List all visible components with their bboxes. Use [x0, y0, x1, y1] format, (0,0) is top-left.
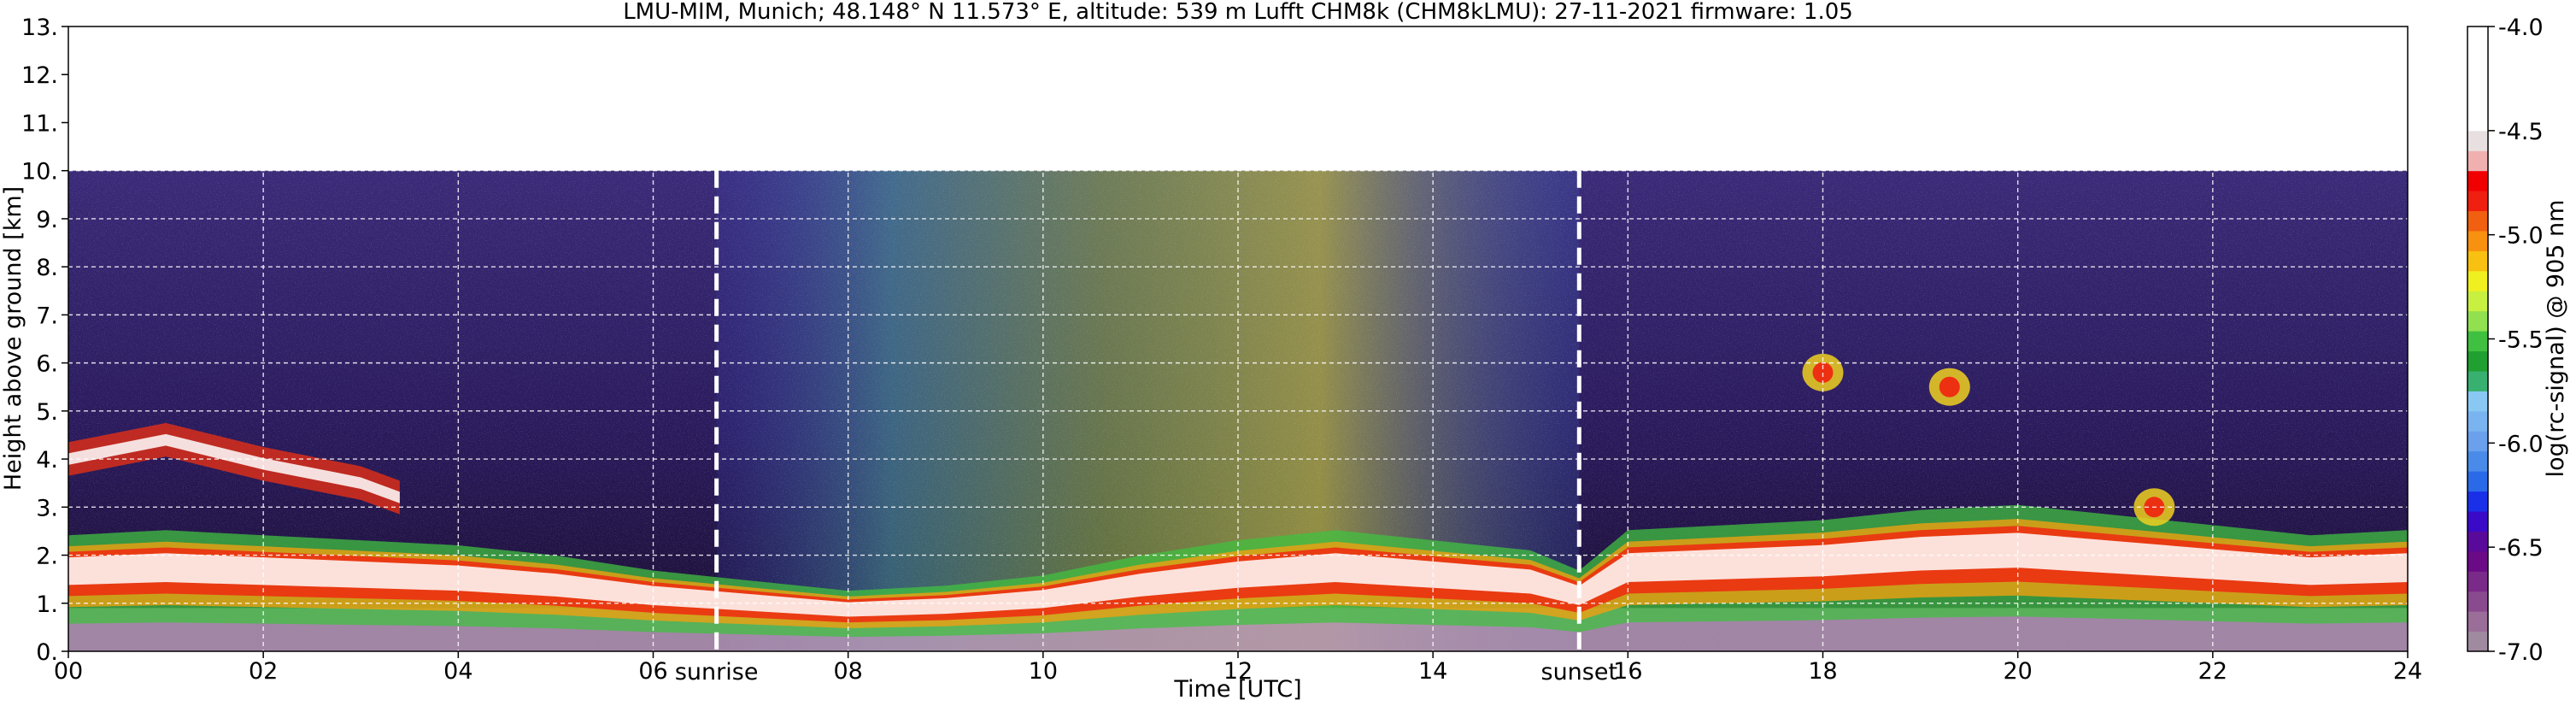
y-tick-label: 13.: [21, 15, 58, 41]
colorbar-swatch: [2467, 310, 2488, 332]
x-tick-label: 24: [2393, 658, 2422, 685]
colorbar-swatch: [2467, 210, 2488, 232]
colorbar-swatch: [2467, 591, 2488, 612]
colorbar-swatch: [2467, 130, 2488, 151]
colorbar-swatch: [2467, 191, 2488, 212]
colorbar-swatch: [2467, 350, 2488, 372]
y-axis: 0. 1. 2. 3. 4. 5. 6. 7. 8. 9. 10. 11. 12. 13.: [21, 15, 68, 666]
x-tick-label: 22: [2198, 658, 2227, 685]
colorbar-swatch: [2467, 250, 2488, 272]
colorbar-swatch: [2467, 571, 2488, 592]
colorbar-swatch: [2467, 531, 2488, 552]
colorbar-swatch: [2467, 510, 2488, 532]
colorbar-tick-label: -5.5: [2498, 327, 2544, 354]
colorbar-swatch: [2467, 631, 2488, 652]
colorbar: -4.0 -4.5 -5.0 -5.5 -6.0 -6.5 -7.0: [2467, 15, 2544, 666]
colorbar-swatch: [2467, 410, 2488, 432]
x-tick-label: 18: [1808, 658, 1837, 685]
colorbar-swatch: [2467, 391, 2488, 412]
colorbar-swatch: [2467, 26, 2488, 132]
y-tick-label: 7.: [36, 303, 58, 329]
colorbar-swatch: [2467, 370, 2488, 391]
colorbar-swatch: [2467, 450, 2488, 472]
colorbar-swatch: [2467, 471, 2488, 492]
colorbar-tick-label: -6.5: [2498, 535, 2544, 562]
colorbar-tick-label: -4.5: [2498, 119, 2544, 145]
cloud-core: [1812, 362, 1834, 383]
colorbar-swatch: [2467, 431, 2488, 452]
chart-title: LMU-MIM, Munich; 48.148° N 11.573° E, al…: [623, 0, 1853, 25]
y-tick-label: 9.: [36, 207, 58, 233]
x-tick-label: 04: [443, 658, 472, 685]
colorbar-tick-label: -6.0: [2498, 431, 2544, 457]
x-tick-label: 14: [1418, 658, 1447, 685]
colorbar-swatch: [2467, 230, 2488, 251]
y-tick-label: 8.: [36, 255, 58, 281]
y-tick-label: 2.: [36, 544, 58, 570]
plot-area: [68, 26, 2408, 651]
x-axis: 00 02 04 06 08 10 12 14 16 18 20 22 24: [54, 651, 2422, 685]
colorbar-swatch: [2467, 611, 2488, 632]
colorbar-swatch: [2467, 150, 2488, 172]
y-tick-label: 3.: [36, 495, 58, 521]
y-tick-label: 1.: [36, 591, 58, 618]
colorbar-swatch: [2467, 291, 2488, 312]
colorbar-swatch: [2467, 170, 2488, 191]
colorbar-tick-label: -5.0: [2498, 223, 2544, 250]
colorbar-swatch: [2467, 491, 2488, 512]
sunrise-label: sunrise: [675, 659, 759, 685]
colorbar-swatch: [2467, 331, 2488, 352]
cloud-core: [1939, 376, 1960, 397]
sunset-label: sunset: [1541, 659, 1618, 685]
x-tick-label: 00: [54, 658, 83, 685]
x-tick-label: 16: [1613, 658, 1642, 685]
x-axis-label: Time [UTC]: [1173, 676, 1301, 703]
grid-lines: [68, 26, 2408, 651]
colorbar-tick-label: -4.0: [2498, 15, 2544, 41]
y-tick-label: 4.: [36, 447, 58, 474]
y-tick-label: 5.: [36, 399, 58, 426]
y-tick-label: 11.: [21, 110, 58, 137]
colorbar-tick-label: -7.0: [2498, 639, 2544, 666]
y-axis-label: Height above ground [km]: [0, 186, 26, 491]
x-tick-label: 02: [249, 658, 278, 685]
colorbar-label: log(rc-signal) @ 905 nm: [2543, 200, 2569, 478]
event-lines: [714, 170, 1581, 651]
y-tick-label: 10.: [21, 159, 58, 185]
y-tick-label: 0.: [36, 639, 58, 666]
x-tick-label: 06: [638, 658, 667, 685]
x-tick-label: 20: [2003, 658, 2032, 685]
y-tick-label: 6.: [36, 351, 58, 378]
x-tick-label: 08: [833, 658, 862, 685]
x-tick-label: 10: [1029, 658, 1058, 685]
colorbar-swatch: [2467, 550, 2488, 572]
colorbar-swatch: [2467, 270, 2488, 291]
x-tick-label: 12: [1223, 658, 1253, 685]
y-tick-label: 12.: [21, 62, 58, 89]
